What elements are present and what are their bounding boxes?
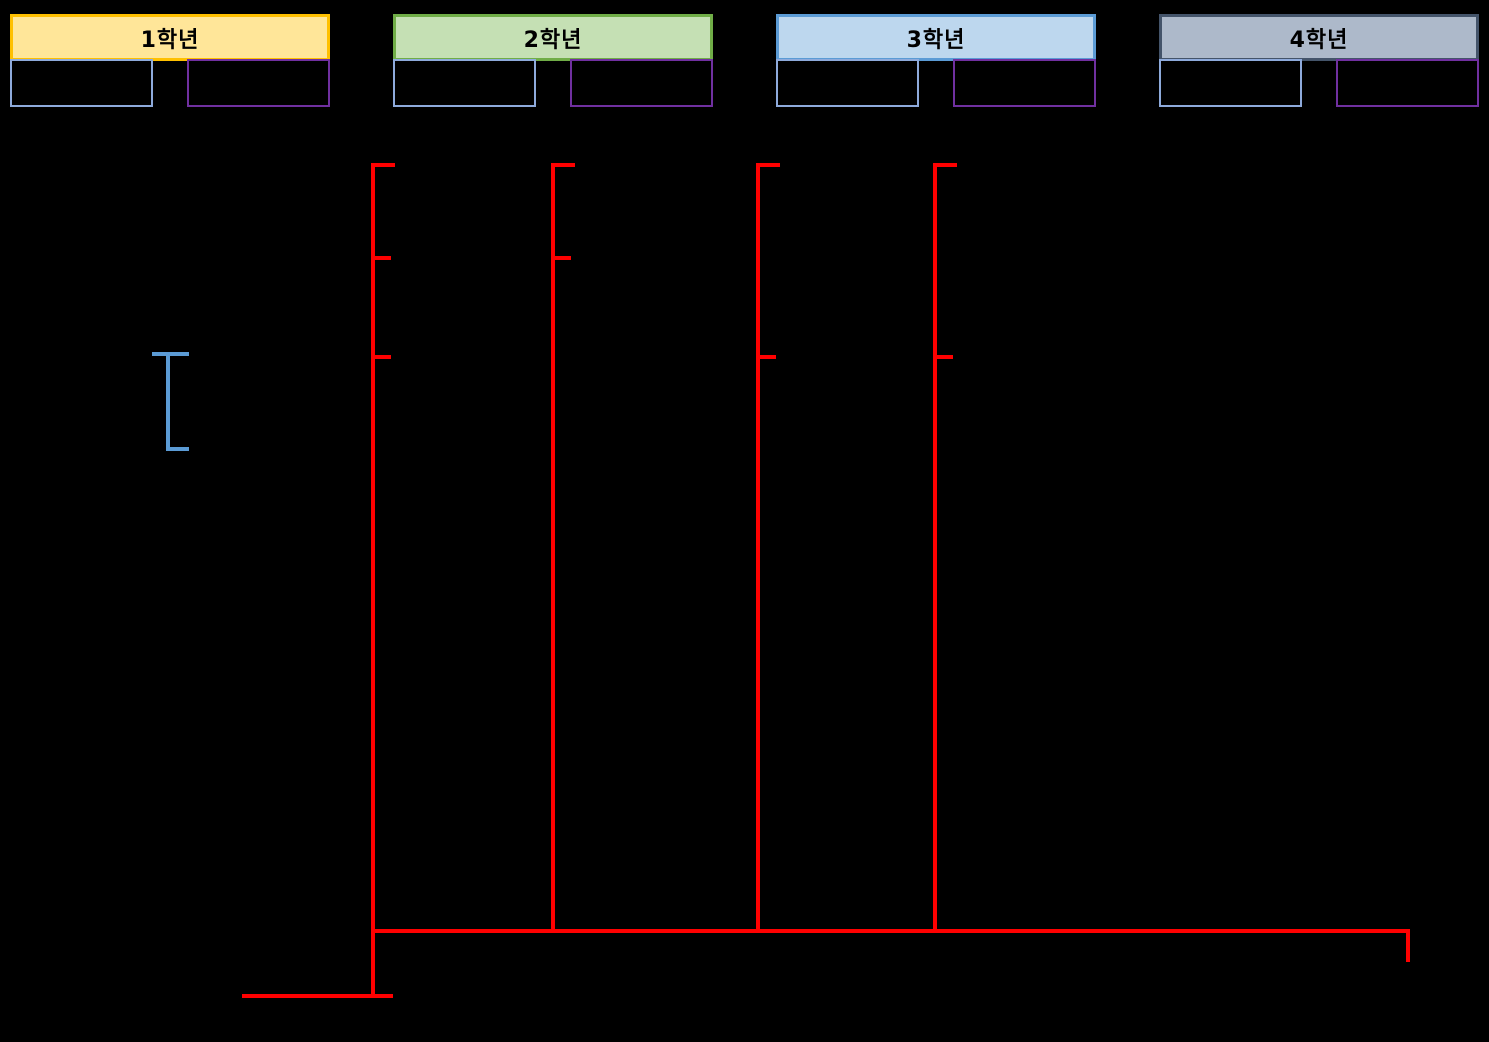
tree-trunk-2-top-arm <box>551 163 575 167</box>
grade-1-semester-1-box <box>10 59 153 107</box>
range-bracket-top-bar <box>152 352 189 356</box>
grade-1-label: 1학년 <box>140 27 200 53</box>
grade-4-label: 4학년 <box>1289 27 1349 53</box>
tree-trunk-2 <box>551 163 555 933</box>
grade-2-header: 2학년 <box>393 14 713 61</box>
tree-trunk-1-tick-upper <box>371 256 391 260</box>
tree-trunk-1 <box>371 163 375 998</box>
grade-3-label: 3학년 <box>906 27 966 53</box>
tree-trunk-4-tick-lower <box>933 355 953 359</box>
tree-bottom-rail <box>371 929 1410 933</box>
tree-trunk-2-tick-upper <box>551 256 571 260</box>
tree-trunk-4-top-arm <box>933 163 957 167</box>
grade-3-semester-2-box <box>953 59 1096 107</box>
grade-4-header: 4학년 <box>1159 14 1479 61</box>
grade-4-semester-1-box <box>1159 59 1302 107</box>
grade-2-semester-2-box <box>570 59 713 107</box>
tree-trunk-1-top-arm <box>371 163 395 167</box>
range-bracket-stem <box>166 352 170 451</box>
grade-3-column: 3학년 <box>776 14 1096 110</box>
tree-trunk-4 <box>933 163 937 933</box>
tree-trunk-3-top-arm <box>756 163 780 167</box>
grade-3-semester-1-box <box>776 59 919 107</box>
range-bracket-bottom-bar <box>166 447 189 451</box>
grade-2-column: 2학년 <box>393 14 713 110</box>
grade-2-semester-1-box <box>393 59 536 107</box>
grade-1-column: 1학년 <box>10 14 330 110</box>
grade-3-header: 3학년 <box>776 14 1096 61</box>
tree-bottom-left-stub <box>242 994 393 998</box>
tree-trunk-3 <box>756 163 760 933</box>
grade-4-column: 4학년 <box>1159 14 1479 110</box>
tree-trunk-3-tick-lower <box>756 355 776 359</box>
grade-1-semester-2-box <box>187 59 330 107</box>
tree-right-drop <box>1406 929 1410 962</box>
grade-2-label: 2학년 <box>523 27 583 53</box>
tree-trunk-1-tick-lower <box>371 355 391 359</box>
grade-1-header: 1학년 <box>10 14 330 61</box>
grade-4-semester-2-box <box>1336 59 1479 107</box>
